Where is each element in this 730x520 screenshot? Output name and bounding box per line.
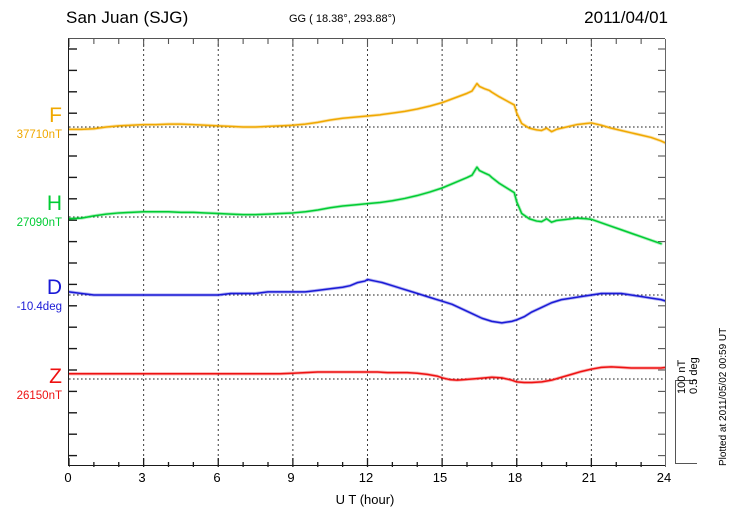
component-baseline-z: 26150nT [16,390,62,402]
component-symbol-d: D [46,276,62,299]
x-tick-label: 3 [138,470,146,485]
x-tick-label: 15 [432,470,448,485]
x-tick-label: 24 [656,470,672,485]
scale-bar-cap-top [675,380,697,382]
component-baseline-h: 27090nT [16,217,62,229]
x-tick-label: 18 [507,470,523,485]
plotted-timestamp: Plotted at 2011/05/02 00:59 UT [718,327,729,466]
station-title: San Juan (SJG) [66,8,189,27]
scale-bar [672,380,698,464]
x-axis-title: U T (hour) [335,492,395,507]
component-label-z: Z 26150nT [0,366,62,403]
component-baseline-f: 37710nT [16,129,62,141]
scale-bar-nt: 100 nT [676,359,688,394]
component-label-f: F 37710nT [0,105,62,142]
component-symbol-f: F [49,104,62,127]
x-tick-label: 12 [358,470,374,485]
component-symbol-h: H [46,192,62,215]
geographic-coordinates: GG ( 18.38°, 293.88°) [289,13,396,25]
component-label-h: H 27090nT [0,193,62,230]
component-baseline-d: -10.4deg [16,301,62,313]
magnetogram-traces [69,39,666,467]
scale-bar-cap-bottom [675,462,697,464]
magnetogram-plot-area [68,38,666,467]
observation-date: 2011/04/01 [584,8,668,27]
scale-bar-label: 100 nT 0.5 deg [676,357,700,394]
scale-bar-line [675,380,677,464]
x-tick-label: 6 [213,470,221,485]
x-tick-label: 21 [581,470,597,485]
component-label-d: D -10.4deg [0,277,62,314]
x-tick-label: 0 [64,470,72,485]
x-tick-label: 9 [287,470,295,485]
component-symbol-z: Z [49,365,62,388]
scale-bar-deg: 0.5 deg [688,357,700,394]
